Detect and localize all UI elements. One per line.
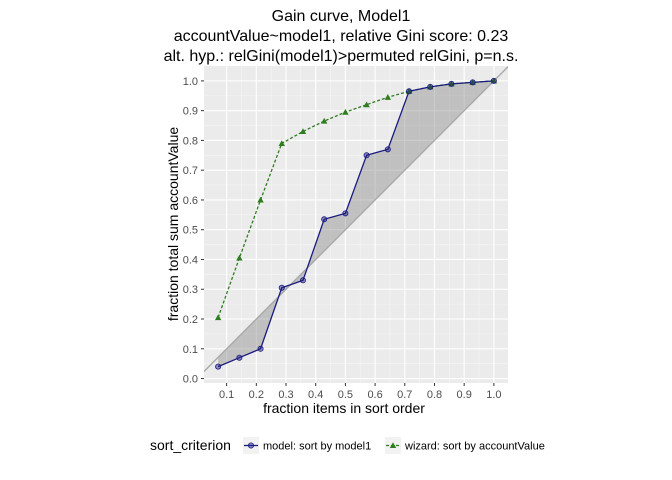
gini-shaded-area: [218, 80, 494, 367]
series-1-point: [384, 94, 392, 100]
x-tick-label: 0.2: [249, 389, 264, 401]
grid-major: [204, 66, 508, 383]
x-tick-label: 0.3: [278, 389, 293, 401]
title-line-2: accountValue~model1, relative Gini score…: [174, 28, 509, 45]
series-1-point: [448, 80, 455, 87]
y-tick-label: 0.7: [183, 165, 198, 177]
series-1-point: [278, 140, 285, 146]
series-1-point: [236, 254, 243, 261]
y-axis: 0.0 0.1 0.2 0.3 0.4 0.5 0.6 0.7 0.8 0.9 1.0: [183, 76, 204, 386]
series-1-point: [299, 128, 307, 135]
shaded-region: [218, 80, 494, 367]
x-tick-label: 1.0: [486, 389, 501, 401]
series-1-point: [405, 88, 413, 94]
title-line-3: alt. hyp.: relGini(model1)>permuted relG…: [164, 48, 519, 65]
series-1-point: [342, 108, 349, 115]
legend-key-marker: [247, 442, 254, 449]
y-tick-label: 0.2: [183, 314, 198, 326]
diagonal-reference-line: [204, 66, 508, 372]
series-0-point: [384, 146, 391, 153]
legend-key-marker: [389, 442, 397, 449]
series-0-point: [342, 210, 349, 217]
series-0-point: [469, 79, 476, 86]
x-tick-label: 0.1: [219, 389, 234, 401]
x-tick-label: 0.7: [397, 389, 412, 401]
series-points: [214, 77, 498, 370]
series-0-point: [363, 152, 370, 159]
series-1-point: [469, 79, 476, 85]
y-tick-label: 0.0: [183, 374, 198, 386]
series-0-point: [236, 354, 243, 361]
plot-area: [204, 66, 508, 372]
series-1-point: [490, 77, 498, 84]
x-tick-label: 0.5: [338, 389, 353, 401]
y-tick-label: 1.0: [183, 76, 198, 88]
grid-minor: [204, 66, 508, 383]
plot-panel: [204, 66, 508, 383]
series-0-point: [278, 284, 285, 291]
x-tick-label: 0.6: [367, 389, 382, 401]
x-tick-label: 0.9: [457, 389, 472, 401]
x-axis-title: fraction items in sort order: [263, 400, 425, 416]
diagonal-line: [204, 66, 508, 372]
series-1-point: [427, 83, 434, 90]
x-tick-label: 0.4: [308, 389, 323, 401]
series-line-0: [217, 80, 494, 368]
series-0-point: [321, 216, 328, 223]
series-1-point: [363, 101, 370, 108]
series-0-point: [215, 363, 222, 370]
series-1-point: [320, 117, 328, 124]
legend-label: model: sort by model1: [263, 441, 371, 453]
legend-entry-1: wizard: sort by accountValue: [385, 437, 545, 454]
series-0-point: [448, 80, 455, 87]
series-0-point: [299, 277, 306, 284]
series-1-point: [257, 196, 264, 203]
series-lines: [217, 80, 494, 368]
y-tick-label: 0.3: [183, 284, 198, 296]
y-tick-label: 0.9: [183, 106, 198, 118]
series-0-point: [490, 77, 497, 84]
series-1-point: [214, 314, 222, 321]
y-tick-label: 0.8: [183, 135, 198, 147]
title-line-1: Gain curve, Model1: [272, 8, 411, 25]
legend-label: wizard: sort by accountValue: [404, 441, 545, 453]
legend-entry-0: model: sort by model1: [243, 437, 371, 454]
y-axis-title: fraction total sum accountValue: [165, 127, 181, 322]
legend-title: sort_criterion: [150, 437, 231, 453]
y-tick-label: 0.4: [183, 254, 198, 266]
y-tick-label: 0.1: [183, 344, 198, 356]
y-tick-label: 0.6: [183, 195, 198, 207]
chart-title: Gain curve, Model1 accountValue~model1, …: [164, 8, 519, 65]
x-axis: 0.1 0.2 0.3 0.4 0.5 0.6 0.7 0.8 0.9 1.0: [219, 383, 502, 401]
series-0-point: [406, 88, 413, 95]
series-0-point: [257, 345, 264, 352]
legend: sort_criterion model: sort by model1 wiza…: [150, 437, 545, 454]
y-tick-label: 0.5: [183, 225, 198, 237]
series-0-point: [427, 83, 434, 90]
x-tick-label: 0.8: [427, 389, 442, 401]
